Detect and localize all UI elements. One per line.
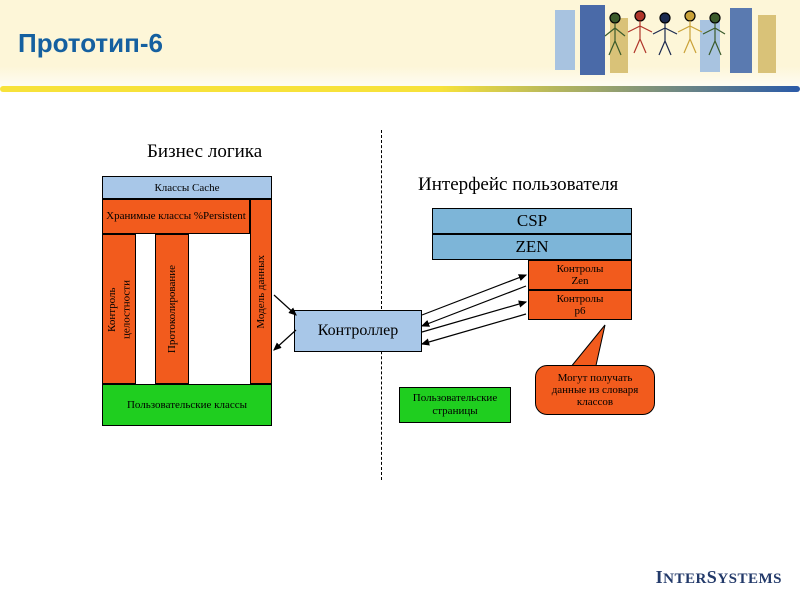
box-persistent-text: Хранимые классы %Persistent [106, 210, 246, 223]
header-divider [0, 86, 800, 92]
callout-box: Могут получать данные из словаря классов [535, 365, 655, 415]
section-left-label: Бизнес логика [147, 141, 262, 163]
box-zen: ZEN [432, 234, 632, 260]
page-title: Прототип-6 [18, 28, 163, 59]
box-cache: Классы Cache [102, 176, 272, 199]
box-datamodel-text: Модель данных [255, 255, 267, 329]
box-user-pages-text: Пользовательскиестраницы [413, 392, 497, 418]
vertical-separator [381, 130, 382, 480]
box-zen-ctrls-text: КонтролыZen [557, 263, 604, 287]
box-csp: CSP [432, 208, 632, 234]
logo: INTERSYSTEMS [656, 567, 782, 588]
box-zen-ctrls: КонтролыZen [528, 260, 632, 290]
box-persistent: Хранимые классы %Persistent [102, 199, 250, 234]
box-integrity-text: Контрольцелостности [105, 280, 134, 339]
box-user-classes: Пользовательские классы [102, 384, 272, 426]
box-logging: Протоколирование [155, 234, 189, 384]
box-controller: Контроллер [294, 310, 422, 352]
header-illustration [550, 0, 790, 86]
box-p6-ctrls-text: Контролыp6 [557, 293, 604, 317]
box-integrity: Контрольцелостности [102, 234, 136, 384]
section-right-label: Интерфейс пользователя [418, 174, 618, 196]
box-logging-text: Протоколирование [166, 265, 178, 353]
callout-text: Могут получать данные из словаря классов [552, 372, 639, 408]
box-p6-ctrls: Контролыp6 [528, 290, 632, 320]
box-datamodel: Модель данных [250, 199, 272, 384]
box-user-pages: Пользовательскиестраницы [399, 387, 511, 423]
